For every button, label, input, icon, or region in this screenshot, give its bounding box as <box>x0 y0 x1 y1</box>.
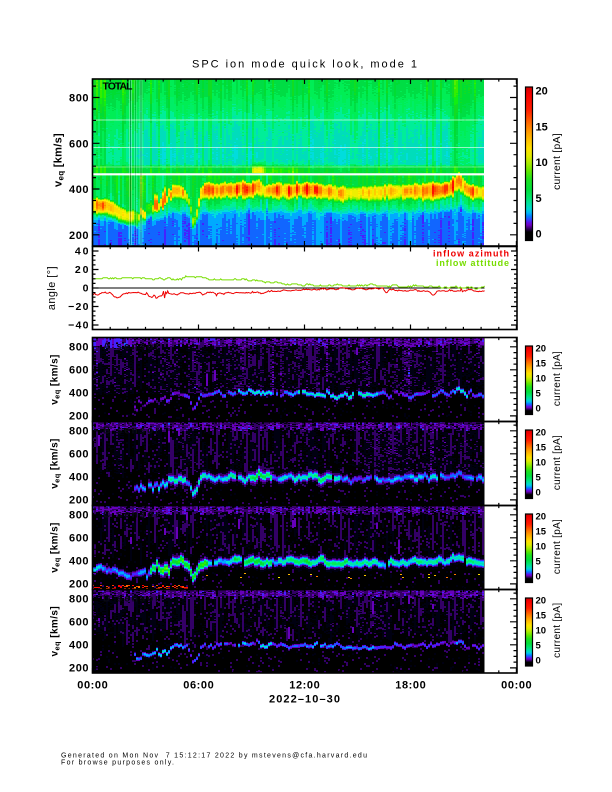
svg-text:400: 400 <box>69 184 89 196</box>
svg-text:400: 400 <box>69 387 89 399</box>
svg-text:0: 0 <box>536 404 541 415</box>
svg-text:400: 400 <box>69 471 89 483</box>
svg-text:10: 10 <box>536 374 547 385</box>
svg-text:06:00: 06:00 <box>183 680 214 692</box>
svg-text:5: 5 <box>536 193 542 205</box>
svg-text:20: 20 <box>75 264 89 276</box>
svg-text:200: 200 <box>69 411 89 423</box>
svg-text:veq [km/s]: veq [km/s] <box>50 606 62 657</box>
svg-text:40: 40 <box>75 246 89 258</box>
svg-text:800: 800 <box>69 593 89 605</box>
svg-text:200: 200 <box>69 495 89 507</box>
svg-text:600: 600 <box>69 364 89 376</box>
svg-text:800: 800 <box>69 341 89 353</box>
svg-text:TOTAL: TOTAL <box>103 81 134 93</box>
svg-text:200: 200 <box>69 230 89 242</box>
svg-text:current [pA]: current [pA] <box>552 519 563 574</box>
svg-text:5: 5 <box>536 473 542 484</box>
svg-text:Generated on Mon Nov 7 15:12:: Generated on Mon Nov 7 15:12:17 2022 by … <box>61 753 367 760</box>
svg-text:20: 20 <box>536 596 547 607</box>
svg-text:5: 5 <box>536 641 542 652</box>
svg-text:10: 10 <box>536 157 548 169</box>
svg-text:0: 0 <box>536 572 541 583</box>
svg-text:inflow attitude: inflow attitude <box>436 258 509 268</box>
svg-text:0: 0 <box>536 488 541 499</box>
svg-text:20: 20 <box>536 428 547 439</box>
svg-text:400: 400 <box>69 555 89 567</box>
svg-text:800: 800 <box>69 93 89 105</box>
svg-text:inflow azimuth: inflow azimuth <box>433 249 509 259</box>
svg-text:current [pA]: current [pA] <box>552 351 563 406</box>
svg-text:15: 15 <box>536 121 548 133</box>
svg-text:−40: −40 <box>68 320 89 332</box>
svg-text:veq [km/s]: veq [km/s] <box>50 438 62 489</box>
svg-text:0: 0 <box>83 283 89 295</box>
svg-text:veq [km/s]: veq [km/s] <box>50 354 62 405</box>
svg-text:B sensor: B sensor <box>103 426 159 437</box>
svg-text:5: 5 <box>536 557 542 568</box>
svg-text:800: 800 <box>69 425 89 437</box>
svg-text:20: 20 <box>536 86 548 98</box>
svg-text:10: 10 <box>536 458 547 469</box>
svg-text:C sensor: C sensor <box>103 510 159 521</box>
svg-text:200: 200 <box>69 663 89 675</box>
svg-text:0: 0 <box>536 229 542 241</box>
svg-text:10: 10 <box>536 542 547 553</box>
svg-text:20: 20 <box>536 512 547 523</box>
svg-text:15: 15 <box>536 359 547 370</box>
svg-text:current [pA]: current [pA] <box>552 435 563 490</box>
svg-text:D sensor: D sensor <box>103 594 159 605</box>
svg-text:15: 15 <box>536 527 547 538</box>
svg-text:600: 600 <box>69 448 89 460</box>
svg-text:angle [°]: angle [°] <box>46 266 58 310</box>
svg-text:00:00: 00:00 <box>501 680 532 692</box>
svg-text:20: 20 <box>536 344 547 355</box>
svg-text:5: 5 <box>536 389 542 400</box>
svg-text:200: 200 <box>69 579 89 591</box>
svg-text:10: 10 <box>536 626 547 637</box>
svg-text:veq [km/s]: veq [km/s] <box>50 522 62 573</box>
svg-text:600: 600 <box>69 532 89 544</box>
svg-text:current [pA]: current [pA] <box>552 133 563 190</box>
svg-text:−20: −20 <box>68 301 89 313</box>
svg-text:00:00: 00:00 <box>77 680 108 692</box>
svg-text:For browse purposes only.: For browse purposes only. <box>61 760 174 767</box>
svg-text:800: 800 <box>69 509 89 521</box>
svg-text:veq [km/s]: veq [km/s] <box>53 133 66 187</box>
svg-text:SPC ion mode quick look, mode: SPC ion mode quick look, mode 1 <box>192 59 417 71</box>
svg-text:current [pA]: current [pA] <box>552 603 563 658</box>
svg-text:A sensor: A sensor <box>103 342 159 353</box>
svg-text:12:00: 12:00 <box>289 680 320 692</box>
svg-text:600: 600 <box>69 138 89 150</box>
svg-text:15: 15 <box>536 443 547 454</box>
svg-text:400: 400 <box>69 639 89 651</box>
svg-text:2022–10–30: 2022–10–30 <box>269 693 340 705</box>
svg-text:600: 600 <box>69 616 89 628</box>
svg-text:15: 15 <box>536 611 547 622</box>
svg-text:18:00: 18:00 <box>395 680 426 692</box>
svg-text:0: 0 <box>536 656 541 667</box>
